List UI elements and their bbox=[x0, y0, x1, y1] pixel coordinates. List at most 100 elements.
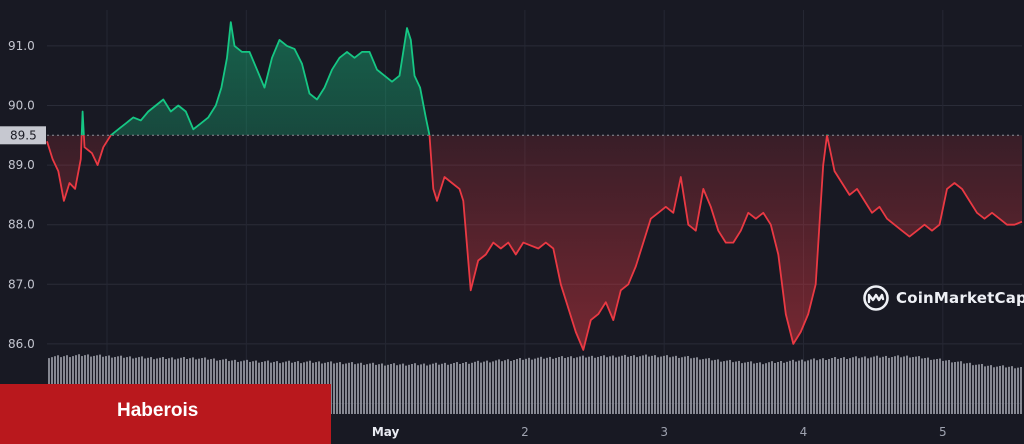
volume-bar bbox=[843, 357, 845, 414]
volume-bar bbox=[354, 364, 356, 414]
volume-bar bbox=[456, 362, 458, 414]
volume-bar bbox=[399, 364, 401, 414]
volume-bar bbox=[783, 362, 785, 414]
reference-label: 89.5 bbox=[0, 126, 46, 145]
volume-bar bbox=[435, 362, 437, 414]
volume-bar bbox=[723, 361, 725, 414]
volume-bar bbox=[750, 361, 752, 414]
volume-bar bbox=[678, 357, 680, 414]
volume-bar bbox=[585, 357, 587, 414]
volume-bar bbox=[720, 361, 722, 414]
volume-bar bbox=[342, 364, 344, 414]
volume-bar bbox=[744, 362, 746, 414]
volume-bar bbox=[387, 364, 389, 414]
volume-bar bbox=[522, 359, 524, 414]
volume-bar bbox=[765, 363, 767, 414]
volume-bar bbox=[597, 356, 599, 414]
volume-bar bbox=[774, 363, 776, 414]
volume-bar bbox=[963, 363, 965, 414]
volume-bar bbox=[798, 360, 800, 414]
volume-bar bbox=[465, 361, 467, 414]
volume-bar bbox=[339, 362, 341, 414]
volume-bar bbox=[897, 355, 899, 414]
volume-bar bbox=[807, 360, 809, 414]
volume-bar bbox=[822, 358, 824, 414]
volume-bar bbox=[645, 354, 647, 414]
volume-bar bbox=[594, 357, 596, 414]
volume-bar bbox=[450, 363, 452, 414]
y-tick-label: 91.0 bbox=[8, 39, 35, 53]
volume-bar bbox=[1014, 368, 1016, 414]
volume-bar bbox=[879, 357, 881, 414]
volume-bar bbox=[513, 360, 515, 414]
volume-bar bbox=[852, 357, 854, 414]
volume-bar bbox=[609, 356, 611, 414]
volume-bar bbox=[762, 364, 764, 414]
volume-bar bbox=[912, 357, 914, 414]
volume-bar bbox=[804, 361, 806, 414]
volume-bar bbox=[648, 356, 650, 414]
volume-bar bbox=[495, 360, 497, 414]
volume-bar bbox=[942, 360, 944, 414]
volume-bar bbox=[615, 357, 617, 414]
volume-bar bbox=[573, 358, 575, 414]
volume-bar bbox=[768, 362, 770, 414]
volume-bar bbox=[462, 362, 464, 414]
volume-bar bbox=[987, 365, 989, 414]
volume-bar bbox=[864, 356, 866, 414]
volume-bar bbox=[447, 364, 449, 414]
volume-bar bbox=[396, 365, 398, 414]
volume-bar bbox=[528, 357, 530, 414]
volume-bar bbox=[612, 355, 614, 414]
volume-bar bbox=[600, 356, 602, 414]
volume-bar bbox=[936, 359, 938, 414]
volume-bar bbox=[489, 362, 491, 414]
volume-bar bbox=[591, 355, 593, 414]
volume-bar bbox=[561, 356, 563, 414]
volume-bar bbox=[675, 355, 677, 414]
volume-bar bbox=[999, 365, 1001, 414]
volume-bar bbox=[1008, 366, 1010, 414]
volume-bar bbox=[813, 358, 815, 414]
volume-bar bbox=[759, 362, 761, 414]
volume-bar bbox=[834, 357, 836, 414]
volume-bar bbox=[486, 360, 488, 414]
volume-bar bbox=[633, 355, 635, 414]
volume-bar bbox=[792, 359, 794, 414]
y-tick-label: 89.0 bbox=[8, 158, 35, 172]
volume-bar bbox=[705, 358, 707, 414]
price-line-down bbox=[46, 135, 1023, 351]
volume-bar bbox=[1020, 367, 1022, 414]
volume-bar bbox=[954, 362, 956, 414]
volume-bar bbox=[888, 357, 890, 414]
volume-bar bbox=[924, 358, 926, 414]
watermark-text: CoinMarketCap bbox=[896, 289, 1024, 307]
volume-bar bbox=[831, 358, 833, 414]
volume-bar bbox=[468, 363, 470, 414]
volume-bar bbox=[738, 360, 740, 414]
volume-bar bbox=[690, 358, 692, 414]
volume-bar bbox=[579, 356, 581, 414]
volume-bar bbox=[846, 359, 848, 414]
volume-bar bbox=[960, 361, 962, 414]
volume-bar bbox=[651, 355, 653, 414]
area-below-reference bbox=[47, 135, 1022, 350]
volume-bar bbox=[516, 359, 518, 414]
volume-bar bbox=[894, 356, 896, 414]
volume-bar bbox=[696, 357, 698, 414]
volume-bar bbox=[969, 362, 971, 414]
volume-bar bbox=[891, 357, 893, 414]
volume-bar bbox=[519, 358, 521, 414]
volume-bar bbox=[858, 358, 860, 414]
volume-bar bbox=[945, 360, 947, 414]
volume-bar bbox=[420, 364, 422, 414]
volume-bar bbox=[777, 362, 779, 414]
volume-bar bbox=[642, 355, 644, 414]
x-tick-label: 3 bbox=[660, 425, 668, 439]
x-tick-label: 2 bbox=[521, 425, 529, 439]
volume-bar bbox=[627, 356, 629, 414]
volume-bar bbox=[426, 365, 428, 414]
volume-bar bbox=[588, 356, 590, 414]
volume-bar bbox=[684, 356, 686, 414]
volume-bar bbox=[1017, 367, 1019, 414]
